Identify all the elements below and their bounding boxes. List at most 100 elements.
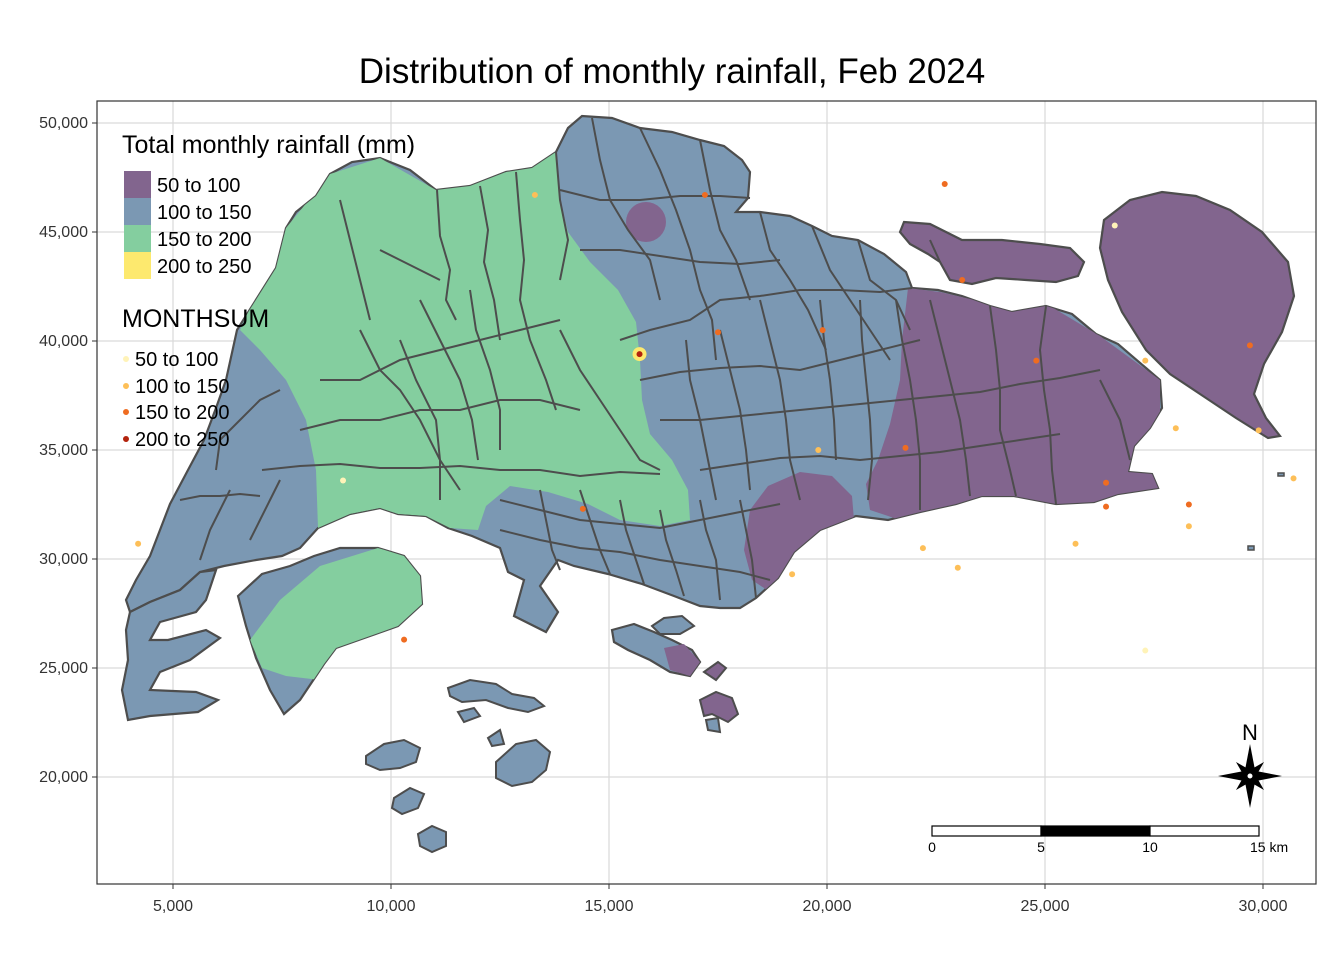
pulau-tekong [1098,190,1296,440]
x-tick-label: 20,000 [803,898,852,915]
north-arrow: N [1218,720,1282,808]
scale-label-15: 15 km [1250,839,1288,855]
station-point [135,540,142,547]
panel-border [96,100,1317,885]
station-point [919,545,926,552]
station-point [1142,357,1149,364]
station-point [1246,342,1253,349]
station-point [1033,357,1040,364]
pulau-ubin [898,220,1086,286]
station-point [902,444,909,451]
legend-point-dot-1 [123,356,129,362]
station-point [941,181,948,188]
station-point [1290,475,1297,482]
x-tick-label: 30,000 [1239,898,1288,915]
scale-seg-2 [1040,825,1151,837]
island-s8 [1247,545,1255,551]
station-point [340,477,347,484]
scale-seg-1 [931,825,1042,837]
island-s1 [446,678,546,714]
map-layers [120,114,1340,854]
station-point [1111,222,1118,229]
sentosa-band-50-100 [664,644,700,676]
y-tick-label: 20,000 [39,769,88,786]
y-tick-label: 40,000 [39,333,88,350]
islet-c [698,690,740,724]
y-tick-label: 30,000 [39,551,88,568]
legend-point-dot-3 [123,409,129,415]
north-arrow-label: N [1242,720,1258,745]
subzone-boundaries [179,117,1131,601]
station-point [1072,540,1079,547]
legend-fill-swatch-2 [124,198,151,225]
map-title: Distribution of monthly rainfall, Feb 20… [358,52,986,91]
station-point [401,636,408,643]
island-s2 [456,706,482,724]
scale-label-5: 5 [1037,839,1045,855]
x-tick-label: 5,000 [153,898,193,915]
station-point [701,191,708,198]
station-point [819,327,826,334]
x-tick-label: 25,000 [1021,898,1070,915]
x-tick-label: 15,000 [585,898,634,915]
y-tick-label: 50,000 [39,115,88,132]
station-point [715,329,721,336]
island-s7 [416,824,447,854]
legend-fill-swatch-4 [124,252,151,279]
island-s4 [495,738,552,788]
band-50-100-southeast [744,472,854,592]
x-axis: 5,00010,00015,00020,00025,00030,00035,00… [153,884,1288,915]
legend-point-label-2: 100 to 150 [135,376,230,398]
station-point [531,191,538,198]
island-s9 [1277,472,1285,477]
legend-fill-swatch-3 [124,225,151,252]
islet-d [704,716,722,734]
legend-fill: Total monthly rainfall (mm) 50 to 100 10… [122,131,415,279]
legend-fill-label-4: 200 to 250 [157,256,252,278]
band-50-100-north-blob [626,202,666,242]
legend-points-title: MONTHSUM [122,305,269,333]
scale-seg-3 [1149,825,1260,837]
y-tick-label: 25,000 [39,660,88,677]
y-axis: 50,000 45,000 40,000 35,000 30,000 25,000 20,0… [39,115,97,786]
y-tick-label: 45,000 [39,224,88,241]
jurong-band-150-200 [250,548,422,680]
island-s3 [365,738,422,772]
station-point [815,447,822,453]
legend-point-dot-2 [123,383,129,389]
station-point [636,351,643,358]
legend-fill-title: Total monthly rainfall (mm) [122,131,415,159]
station-point [1334,523,1340,529]
legend-fill-label-3: 150 to 200 [157,229,252,251]
compass-rose-icon [1218,744,1282,808]
legend-fill-label-2: 100 to 150 [157,202,252,224]
scale-label-10: 10 [1142,839,1158,855]
station-point [1255,427,1262,434]
station-point [1142,647,1149,654]
island-s5 [486,728,506,748]
island-s6 [390,786,426,816]
legend-point-label-1: 50 to 100 [135,349,218,371]
station-point [1103,503,1110,510]
legend-points: MONTHSUM 50 to 100 100 to 150 150 to 200… [122,305,269,451]
station-point [789,571,796,578]
legend-point-dot-4 [123,436,129,442]
x-tick-label: 10,000 [367,898,416,915]
y-tick-label: 35,000 [39,442,88,459]
legend-point-label-3: 150 to 200 [135,402,230,424]
station-points [135,181,1340,654]
station-point [1185,501,1192,508]
islet-b [702,660,728,682]
scale-label-0: 0 [928,839,936,855]
band-50-100-east [866,288,1160,520]
legend-point-label-4: 200 to 250 [135,429,230,451]
station-point [959,276,966,283]
scale-bar: 0 5 10 15 km [928,825,1288,855]
west-port [120,568,223,722]
legend-fill-label-1: 50 to 100 [157,175,240,197]
station-point [954,564,961,571]
station-point [1103,479,1110,486]
islet-a [650,614,696,635]
station-point [579,505,586,512]
